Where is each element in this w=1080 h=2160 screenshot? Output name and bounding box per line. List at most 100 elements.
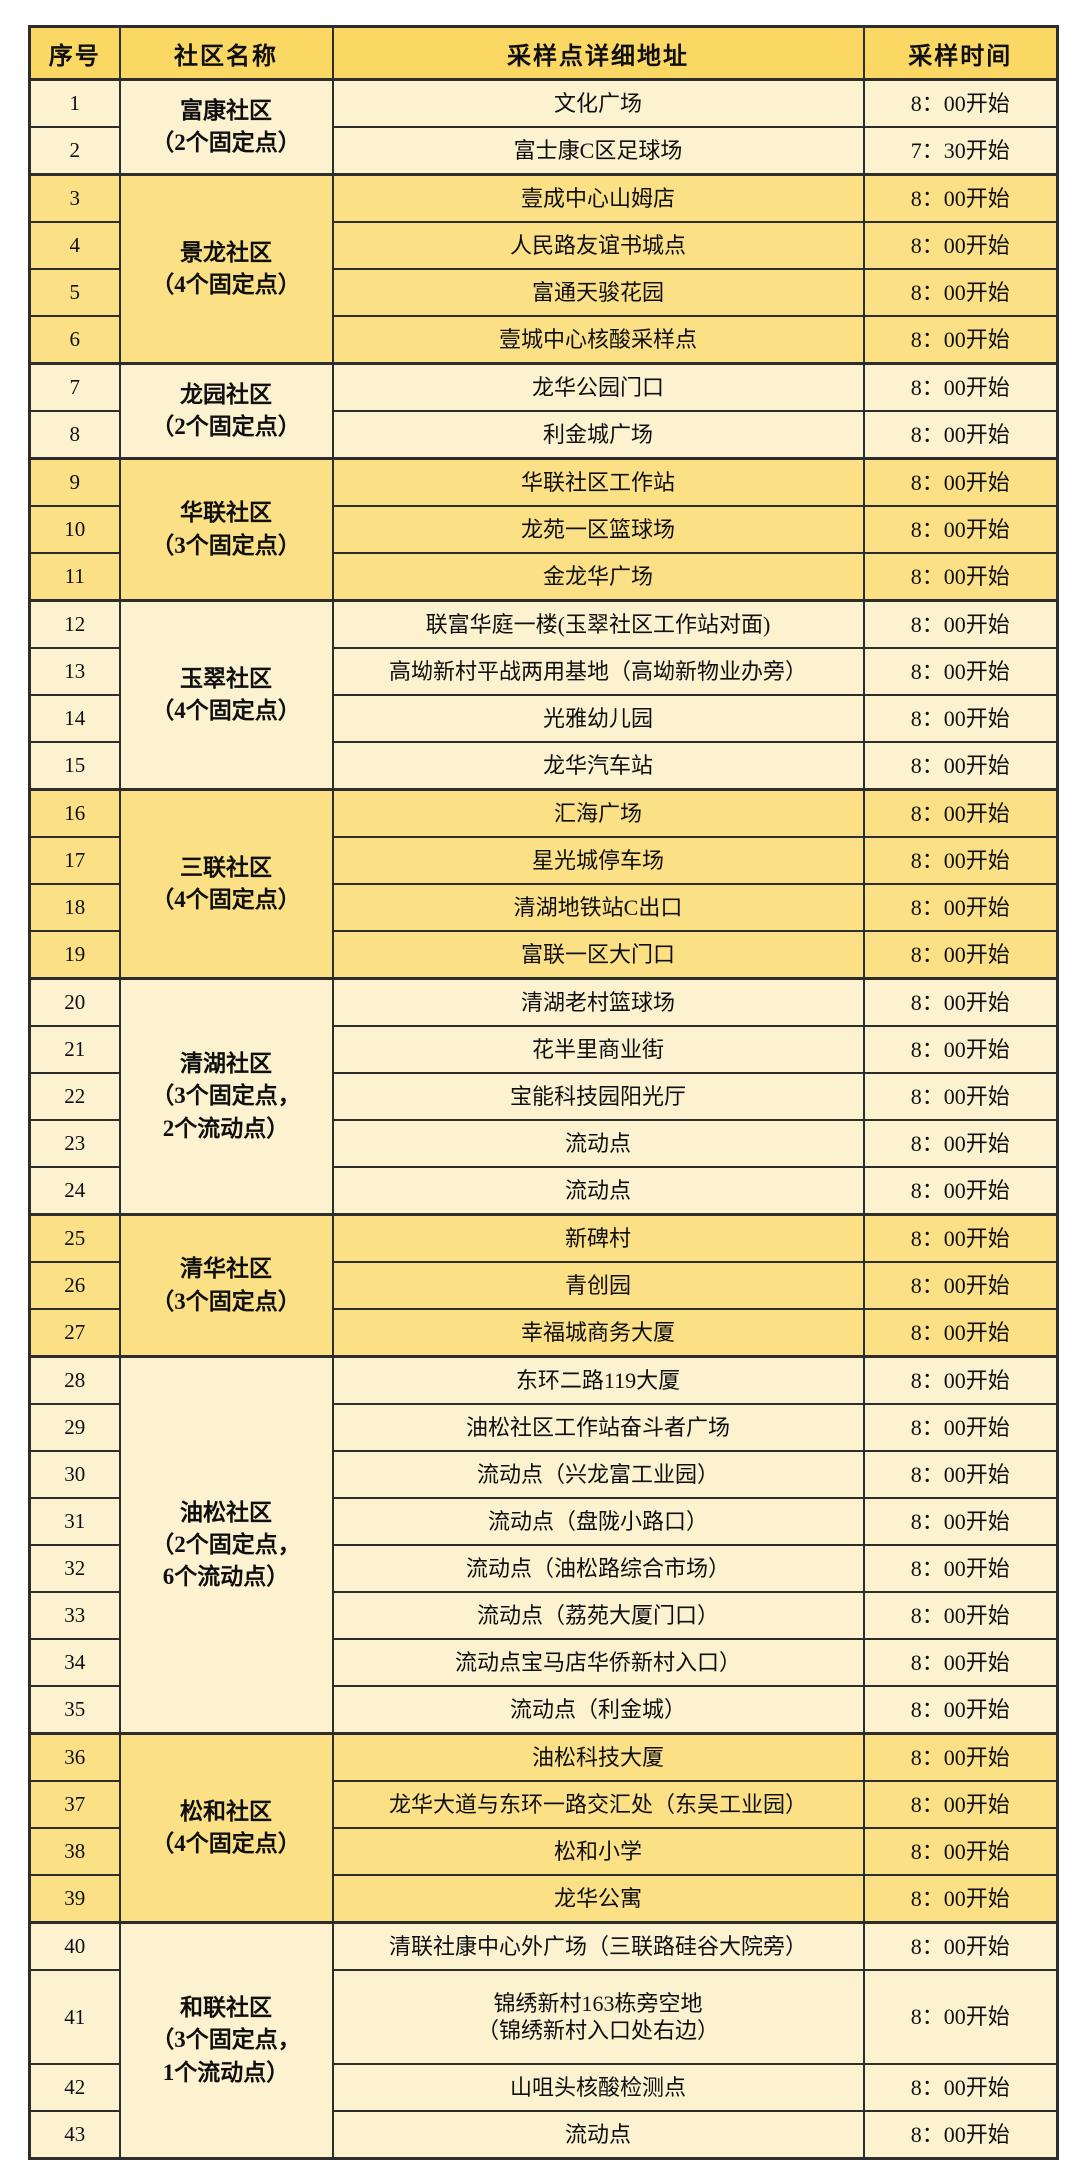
address-cell: 青创园 [331,1261,865,1310]
serial-number-cell: 38 [28,1827,121,1876]
address-cell: 流动点宝马店华侨新村入口） [331,1638,865,1687]
address-cell: 流动点（盘陇小路口） [331,1497,865,1546]
serial-number-cell: 28 [28,1355,121,1405]
table-row: 39 龙华公寓 8：00开始 [28,1874,1059,1924]
serial-number-cell: 43 [28,2110,121,2160]
serial-number-cell: 35 [28,1685,121,1735]
address-cell: 流动点 [331,2110,865,2160]
table-row: 12 玉翠社区 （4个固定点） 联富华庭一楼(玉翠社区工作站对面) 8：00开始 [28,599,1059,791]
table-row: 30 流动点（兴龙富工业园） 8：00开始 [28,1450,1059,1499]
time-cell: 8：00开始 [862,788,1059,838]
table-row: 4 人民路友谊书城点 8：00开始 [28,221,1059,270]
table-row: 26 青创园 8：00开始 [28,1261,1059,1310]
time-cell: 8：00开始 [862,1780,1059,1829]
time-cell: 8：00开始 [862,1638,1059,1687]
header-row: 序号 社区名称 采样点详细地址 采样时间 [28,25,1059,81]
address-cell: 新碑村 [331,1213,865,1263]
time-cell: 8：00开始 [862,505,1059,554]
address-cell: 清联社康中心外广场（三联路硅谷大院旁） [331,1921,865,1971]
community-name-cell: 华联社区 （3个固定点） [118,457,334,602]
time-cell: 8：00开始 [862,410,1059,460]
serial-number-cell: 30 [28,1450,121,1499]
time-cell: 8：00开始 [862,694,1059,743]
table-row: 27 幸福城商务大厦 8：00开始 [28,1308,1059,1358]
time-cell: 8：00开始 [862,930,1059,980]
time-cell: 8：00开始 [862,1921,1059,1971]
table-row: 37 龙华大道与东环一路交汇处（东吴工业园） 8：00开始 [28,1780,1059,1829]
address-cell: 锦绣新村163栋旁空地 （锦绣新村入口处右边） [331,1969,865,2065]
address-cell: 油松科技大厦 [331,1732,865,1782]
address-cell: 幸福城商务大厦 [331,1308,865,1358]
serial-number-cell: 1 [28,78,121,128]
address-cell: 清湖地铁站C出口 [331,883,865,932]
table-row: 32 流动点（油松路综合市场） 8：00开始 [28,1544,1059,1593]
address-cell: 流动点（利金城） [331,1685,865,1735]
serial-number-cell: 11 [28,552,121,602]
serial-number-cell: 16 [28,788,121,838]
time-cell: 8：00开始 [862,977,1059,1027]
col-header-community: 社区名称 [118,25,334,81]
serial-number-cell: 19 [28,930,121,980]
address-cell: 富联一区大门口 [331,930,865,980]
time-cell: 8：00开始 [862,647,1059,696]
time-cell: 8：00开始 [862,1969,1059,2065]
table-row: 20 清湖社区 （3个固定点， 2个流动点） 清湖老村篮球场 8：00开始 [28,977,1059,1216]
time-cell: 8：00开始 [862,1827,1059,1876]
time-cell: 8：00开始 [862,2110,1059,2160]
address-cell: 星光城停车场 [331,836,865,885]
community-name-cell: 和联社区 （3个固定点， 1个流动点） [118,1921,334,2160]
serial-number-cell: 40 [28,1921,121,1971]
address-cell: 光雅幼儿园 [331,694,865,743]
table-row: 7 龙园社区 （2个固定点） 龙华公园门口 8：00开始 [28,362,1059,460]
time-cell: 8：00开始 [862,457,1059,507]
table-row: 10 龙苑一区篮球场 8：00开始 [28,505,1059,554]
time-cell: 8：00开始 [862,1261,1059,1310]
serial-number-cell: 36 [28,1732,121,1782]
community-name-cell: 富康社区 （2个固定点） [118,78,334,176]
address-cell: 文化广场 [331,78,865,128]
table-row: 41 锦绣新村163栋旁空地 （锦绣新村入口处右边） 8：00开始 [28,1969,1059,2065]
col-header-address: 采样点详细地址 [331,25,865,81]
serial-number-cell: 7 [28,362,121,412]
time-cell: 7：30开始 [862,126,1059,176]
time-cell: 8：00开始 [862,552,1059,602]
time-cell: 8：00开始 [862,1308,1059,1358]
time-cell: 8：00开始 [862,1450,1059,1499]
address-cell: 龙苑一区篮球场 [331,505,865,554]
table-row: 23 流动点 8：00开始 [28,1119,1059,1168]
address-cell: 人民路友谊书城点 [331,221,865,270]
address-cell: 高坳新村平战两用基地（高坳新物业办旁） [331,647,865,696]
table-row: 35 流动点（利金城） 8：00开始 [28,1685,1059,1735]
address-cell: 流动点 [331,1166,865,1216]
community-name-cell: 景龙社区 （4个固定点） [118,173,334,365]
community-name-cell: 油松社区 （2个固定点， 6个流动点） [118,1355,334,1735]
address-cell: 宝能科技园阳光厅 [331,1072,865,1121]
time-cell: 8：00开始 [862,1355,1059,1405]
community-name-cell: 玉翠社区 （4个固定点） [118,599,334,791]
address-cell: 清湖老村篮球场 [331,977,865,1027]
address-cell: 汇海广场 [331,788,865,838]
table-row: 28 油松社区 （2个固定点， 6个流动点） 东环二路119大厦 8：00开始 [28,1355,1059,1735]
community-name-cell: 龙园社区 （2个固定点） [118,362,334,460]
sampling-points-table: 序号 社区名称 采样点详细地址 采样时间 1 富康社区 （2个固定点） 文化广场 8：… [28,25,1059,2160]
address-cell: 龙华大道与东环一路交汇处（东吴工业园） [331,1780,865,1829]
serial-number-cell: 4 [28,221,121,270]
address-cell: 龙华汽车站 [331,741,865,791]
table-row: 38 松和小学 8：00开始 [28,1827,1059,1876]
serial-number-cell: 6 [28,315,121,365]
time-cell: 8：00开始 [862,1591,1059,1640]
table-row: 13 高坳新村平战两用基地（高坳新物业办旁） 8：00开始 [28,647,1059,696]
serial-number-cell: 26 [28,1261,121,1310]
community-name-cell: 松和社区 （4个固定点） [118,1732,334,1924]
table-row: 33 流动点（荔苑大厦门口） 8：00开始 [28,1591,1059,1640]
time-cell: 8：00开始 [862,1166,1059,1216]
serial-number-cell: 8 [28,410,121,460]
serial-number-cell: 9 [28,457,121,507]
serial-number-cell: 10 [28,505,121,554]
serial-number-cell: 17 [28,836,121,885]
time-cell: 8：00开始 [862,1025,1059,1074]
serial-number-cell: 2 [28,126,121,176]
table-row: 18 清湖地铁站C出口 8：00开始 [28,883,1059,932]
table-row: 5 富通天骏花园 8：00开始 [28,268,1059,317]
address-cell: 山咀头核酸检测点 [331,2063,865,2112]
